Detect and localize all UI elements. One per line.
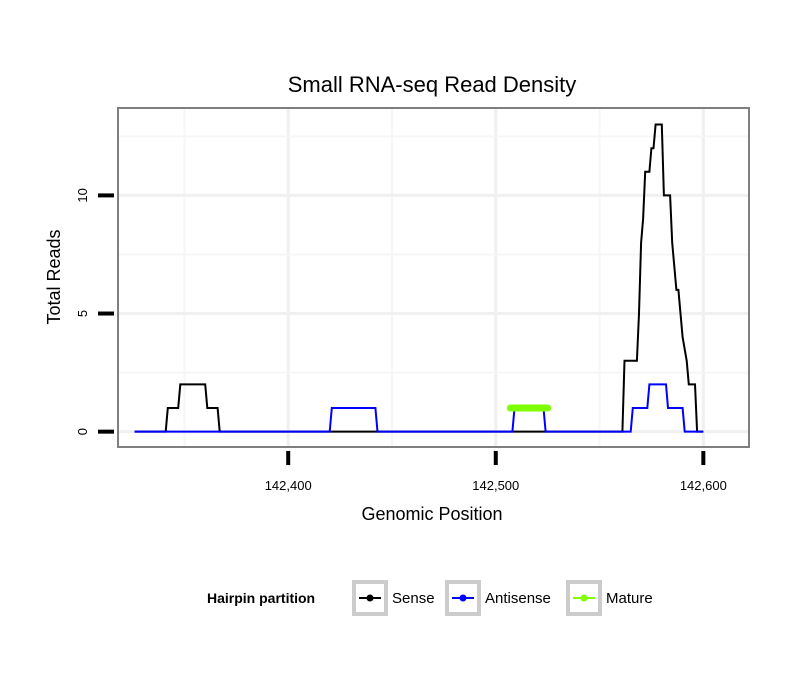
y-axis: 0 5 10: [75, 188, 114, 435]
y-tick-label: 10: [75, 188, 90, 202]
legend-key-point: [580, 594, 588, 602]
x-axis-title: Genomic Position: [361, 504, 502, 524]
legend-key-point: [459, 594, 467, 602]
legend-label: Mature: [606, 590, 653, 607]
plot-background: [118, 108, 749, 447]
x-axis: 142,400 142,500 142,600: [265, 451, 727, 493]
legend-item-mature: Mature: [566, 580, 653, 616]
x-tick-label: 142,500: [472, 478, 519, 493]
series-layer: [134, 123, 704, 433]
series-line-sense: [134, 123, 704, 433]
legend-key-point: [366, 594, 374, 602]
plot-border: [117, 107, 750, 448]
legend-label: Antisense: [485, 590, 551, 607]
y-axis-title: Total Reads: [44, 229, 64, 324]
legend-title: Hairpin partition: [207, 590, 315, 606]
x-tick-label: 142,600: [680, 478, 727, 493]
plot-panel: [117, 107, 750, 448]
series-line-antisense: [134, 383, 704, 433]
y-tick-label: 5: [75, 310, 90, 317]
legend: Hairpin partition Sense Antisense Mature: [207, 580, 653, 616]
legend-label: Sense: [392, 590, 435, 607]
legend-item-sense: Sense: [352, 580, 435, 616]
legend-item-antisense: Antisense: [445, 580, 551, 616]
chart-title: Small RNA-seq Read Density: [288, 72, 577, 97]
y-tick-label: 0: [75, 428, 90, 435]
x-tick-label: 142,400: [265, 478, 312, 493]
